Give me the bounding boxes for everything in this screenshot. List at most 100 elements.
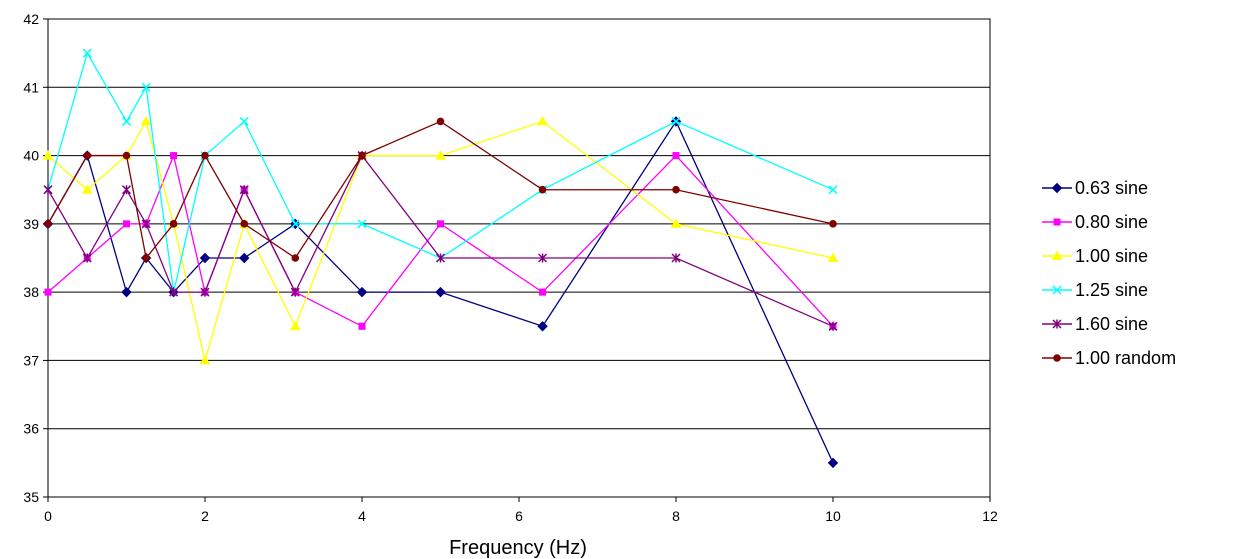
data-point bbox=[435, 286, 446, 298]
legend-label: 1.00 sine bbox=[1075, 246, 1148, 266]
series-line bbox=[47, 153, 834, 328]
data-point bbox=[239, 185, 249, 195]
legend-swatch-marker bbox=[1053, 354, 1061, 362]
data-point bbox=[123, 220, 130, 228]
data-point bbox=[435, 253, 446, 263]
series-1-60-sine bbox=[43, 151, 838, 331]
y-tick-labels: 35 36 37 38 39 40 41 42 bbox=[23, 11, 39, 505]
x-axis-title: Frequency (Hz) bbox=[449, 537, 587, 559]
legend-swatch-marker bbox=[1052, 285, 1062, 295]
legend-label: 0.80 sine bbox=[1075, 212, 1148, 232]
data-point bbox=[141, 219, 151, 229]
legend-swatch-marker bbox=[1051, 182, 1063, 194]
data-point bbox=[121, 185, 132, 195]
x-tick-labels: 0 2 4 6 8 10 12 bbox=[44, 508, 998, 524]
y-tick-label: 35 bbox=[23, 489, 39, 505]
data-point bbox=[537, 321, 548, 332]
data-point bbox=[672, 152, 680, 160]
data-point bbox=[44, 288, 52, 296]
x-tick-label: 8 bbox=[672, 508, 680, 524]
data-point bbox=[199, 252, 211, 264]
x-tick-label: 10 bbox=[825, 508, 841, 524]
legend-item: 1.60 sine bbox=[1042, 314, 1148, 334]
data-point bbox=[81, 184, 93, 194]
data-point bbox=[538, 185, 547, 194]
series-0-80-sine bbox=[44, 152, 837, 330]
data-point bbox=[239, 116, 249, 126]
data-point bbox=[437, 220, 444, 228]
legend-item: 1.00 random bbox=[1042, 348, 1176, 368]
legend-swatch-marker bbox=[1052, 319, 1062, 329]
data-point bbox=[140, 115, 152, 126]
series-1-00-random bbox=[44, 117, 837, 262]
data-point bbox=[169, 287, 179, 297]
x-tick-label: 4 bbox=[358, 508, 366, 524]
data-point bbox=[671, 253, 681, 263]
x-tick-label: 12 bbox=[982, 508, 998, 524]
data-point bbox=[239, 252, 250, 264]
x-tick-label: 2 bbox=[201, 508, 209, 524]
data-point bbox=[141, 82, 151, 92]
data-point bbox=[827, 457, 839, 469]
data-point bbox=[357, 219, 367, 229]
y-tick-label: 40 bbox=[23, 148, 39, 164]
y-tick-label: 39 bbox=[23, 216, 39, 232]
plot-series bbox=[42, 48, 839, 469]
data-point bbox=[121, 116, 132, 126]
data-point bbox=[358, 151, 366, 160]
data-point bbox=[43, 185, 53, 195]
data-point bbox=[83, 151, 92, 160]
data-point bbox=[827, 252, 839, 262]
series-line bbox=[47, 154, 834, 327]
series-1-00-sine bbox=[42, 115, 839, 365]
x-tick-label: 6 bbox=[515, 508, 523, 524]
y-tick-label: 37 bbox=[23, 352, 39, 368]
data-point bbox=[435, 150, 446, 160]
data-point bbox=[356, 286, 368, 298]
data-point bbox=[82, 253, 92, 263]
data-point bbox=[44, 220, 52, 228]
data-point bbox=[671, 116, 681, 126]
data-point bbox=[121, 286, 132, 298]
legend-item: 0.80 sine bbox=[1042, 212, 1148, 232]
data-point bbox=[538, 253, 548, 263]
axes bbox=[43, 18, 991, 502]
legend-item: 1.25 sine bbox=[1042, 280, 1148, 300]
data-point bbox=[828, 321, 838, 331]
data-point bbox=[82, 48, 92, 58]
data-point bbox=[122, 151, 131, 160]
data-point bbox=[201, 151, 209, 160]
legend-label: 1.25 sine bbox=[1075, 280, 1148, 300]
data-point bbox=[199, 354, 211, 365]
y-tick-label: 42 bbox=[23, 11, 39, 27]
legend: 0.63 sine 0.80 sine 1.00 sine 1.25 sine 1.60… bbox=[1042, 178, 1176, 368]
legend-label: 1.60 sine bbox=[1075, 314, 1148, 334]
data-point bbox=[200, 287, 210, 297]
data-point bbox=[142, 254, 150, 262]
y-tick-label: 41 bbox=[23, 79, 39, 95]
data-point bbox=[539, 288, 547, 296]
data-point bbox=[828, 185, 838, 195]
data-point bbox=[169, 220, 178, 228]
data-point bbox=[291, 254, 300, 262]
x-tick-label: 0 bbox=[44, 508, 52, 524]
legend-swatch-marker bbox=[1051, 250, 1063, 260]
data-point bbox=[358, 322, 366, 330]
data-point bbox=[289, 320, 301, 331]
data-point bbox=[670, 218, 682, 228]
data-point bbox=[672, 185, 680, 194]
data-point bbox=[290, 219, 300, 229]
data-point bbox=[537, 115, 548, 126]
legend-label: 0.63 sine bbox=[1075, 178, 1148, 198]
y-tick-label: 36 bbox=[23, 421, 39, 437]
data-point bbox=[42, 150, 54, 160]
legend-swatch-marker bbox=[1053, 218, 1061, 226]
data-point bbox=[290, 287, 300, 297]
data-point bbox=[170, 152, 178, 160]
legend-label: 1.00 random bbox=[1075, 348, 1176, 368]
data-point bbox=[436, 117, 445, 126]
legend-item: 1.00 sine bbox=[1042, 246, 1148, 266]
data-point bbox=[240, 220, 249, 228]
legend-item: 0.63 sine bbox=[1042, 178, 1148, 198]
